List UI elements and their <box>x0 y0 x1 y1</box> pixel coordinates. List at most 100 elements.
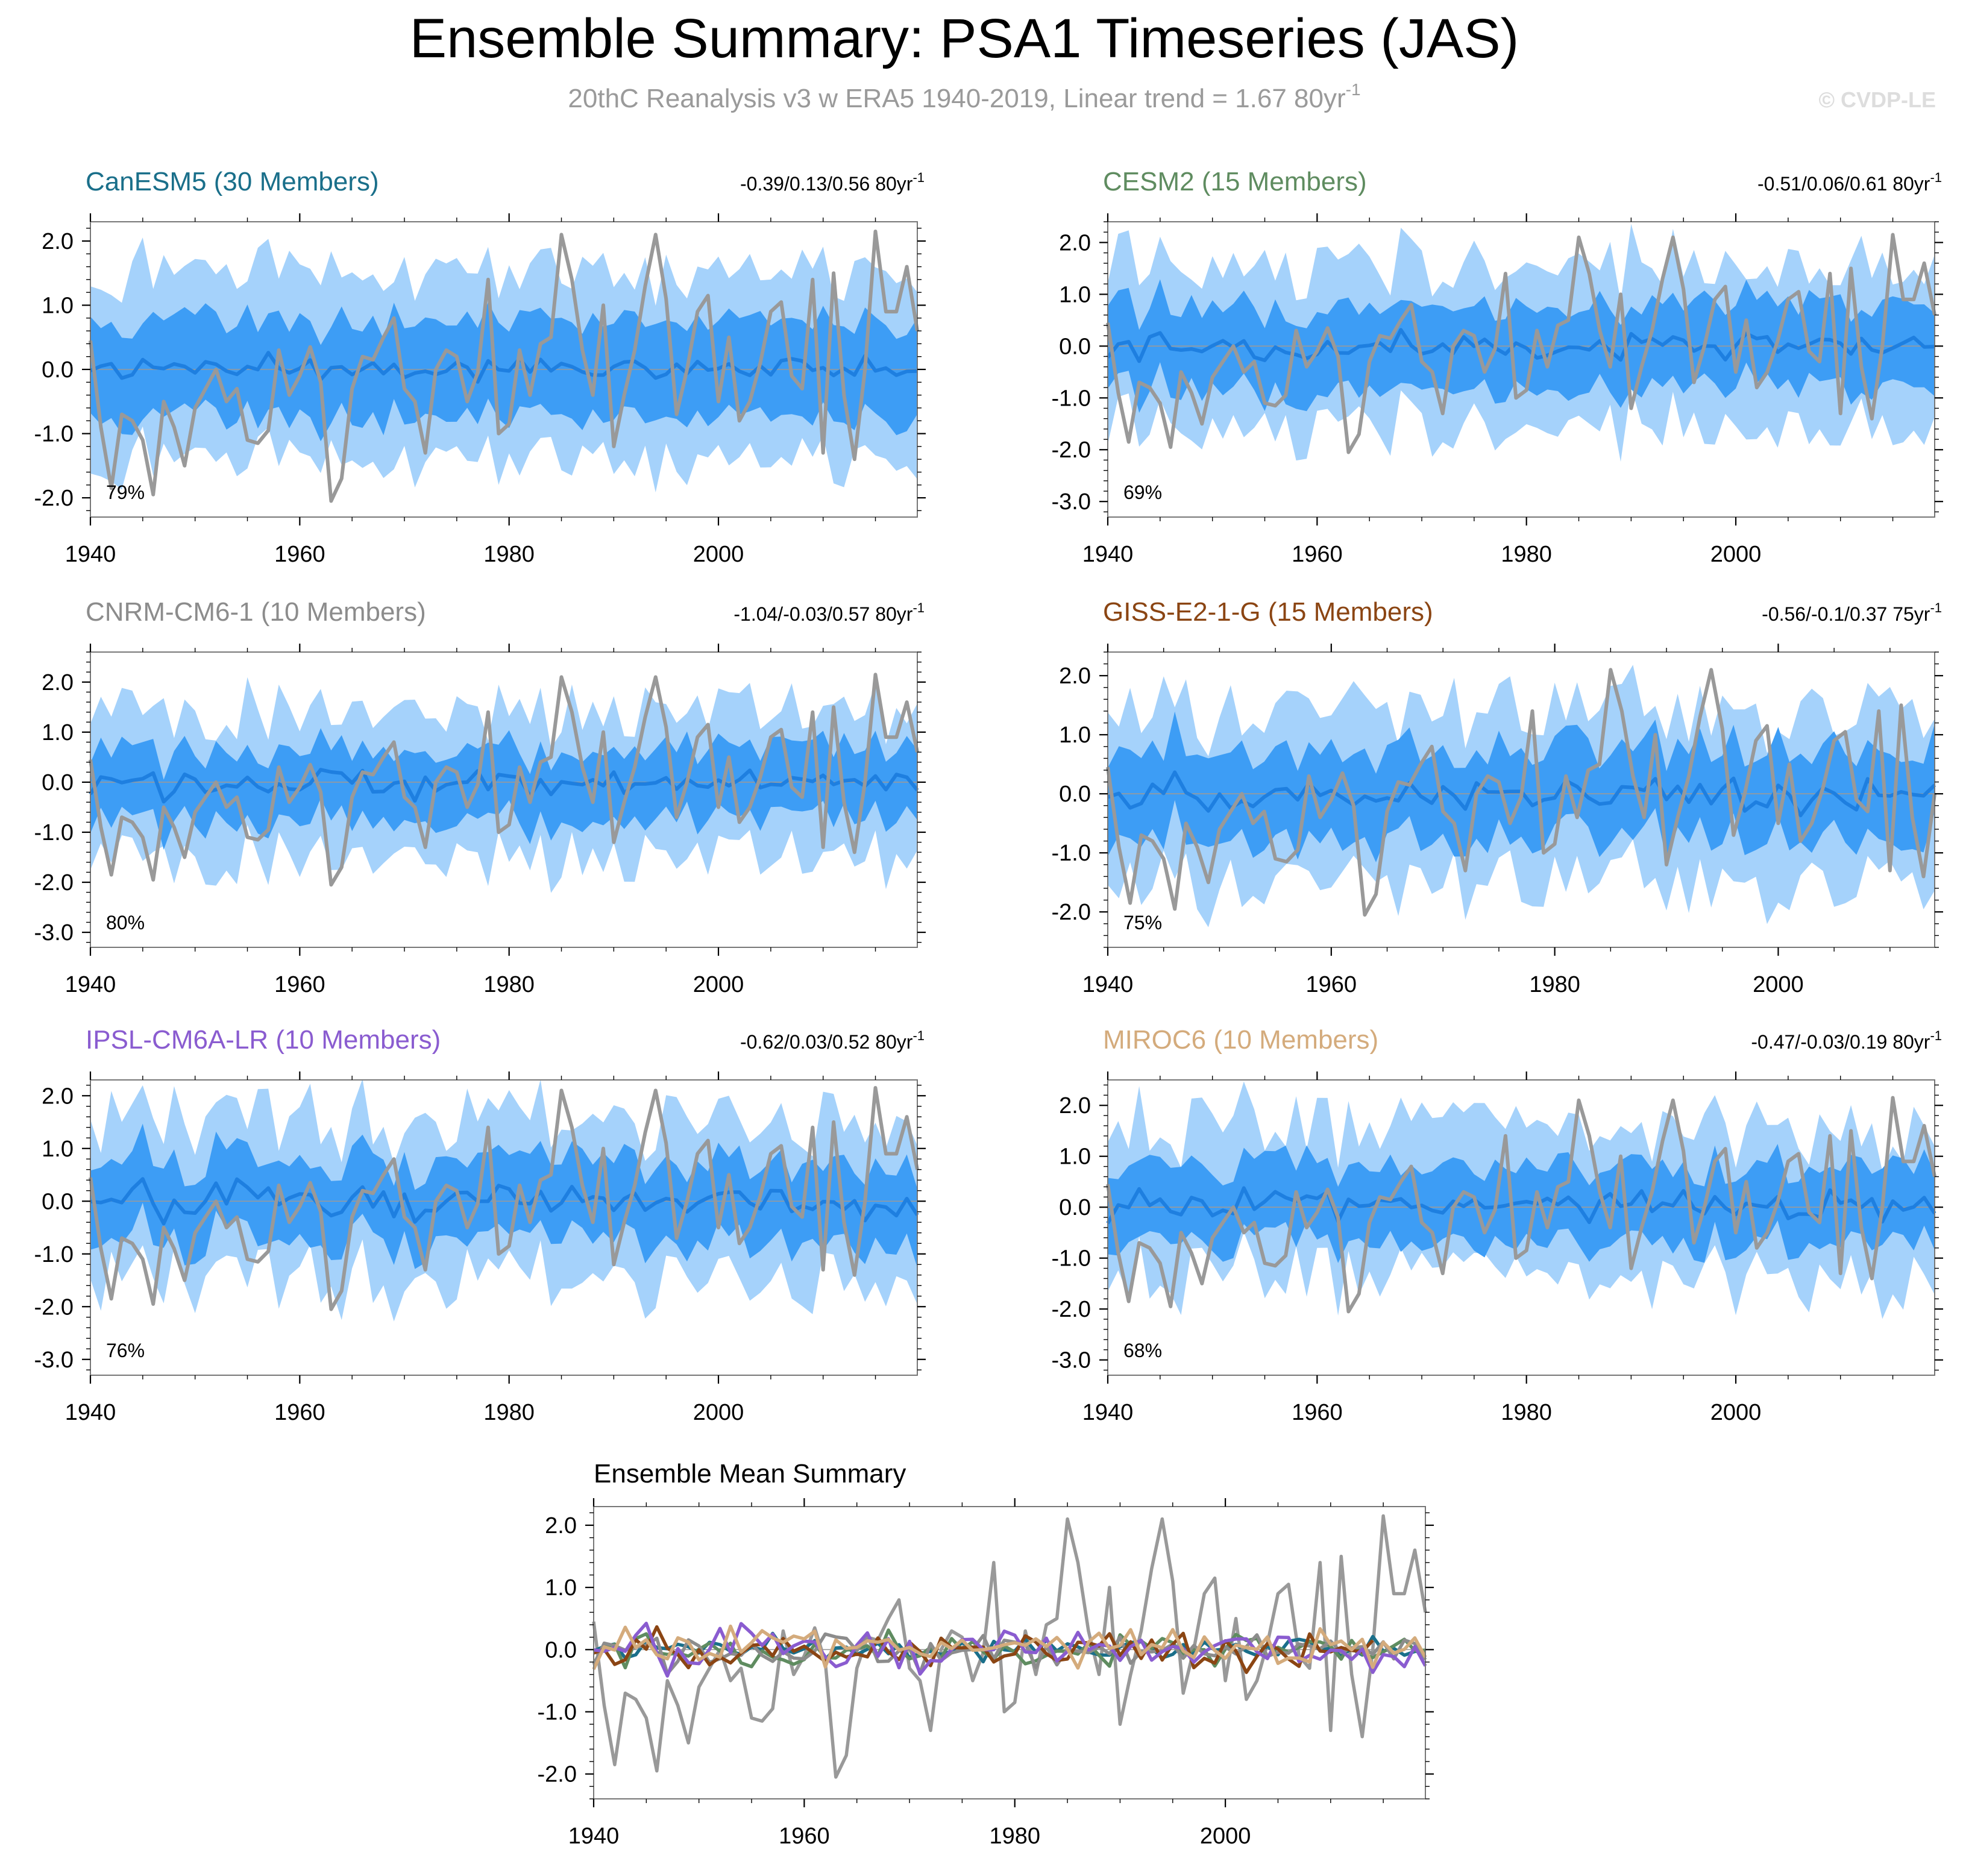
cesm2-percent-label: 69% <box>1123 482 1162 503</box>
cesm2-ytick-label: -3.0 <box>1052 489 1091 515</box>
ensemble-mean-summary-ytick-label: -2.0 <box>538 1762 577 1787</box>
cesm2-ytick-label: 0.0 <box>1059 334 1091 359</box>
miroc6-observations-line <box>1106 1096 1936 1314</box>
cesm2-xtick-label: 2000 <box>1710 542 1762 567</box>
cnrm-cm6-1-ytick-label: -3.0 <box>34 920 74 946</box>
panel-cesm2: CESM2 (15 Members) -0.51/0.06/0.61 80yr -1… <box>1052 167 1943 567</box>
cnrm-cm6-1-xtick-label: 1980 <box>483 972 535 997</box>
ensemble-mean-summary-ytick-label: -1.0 <box>538 1700 577 1725</box>
giss-e2-1-g-panel-title: GISS-E2-1-G (15 Members) <box>1103 597 1433 627</box>
ipsl-cm6a-lr-xtick-label: 2000 <box>693 1400 744 1425</box>
miroc6-ytick-label: -1.0 <box>1052 1246 1091 1272</box>
canesm5-ytick-label: 0.0 <box>42 357 74 383</box>
ipsl-cm6a-lr-xtick-label: 1980 <box>483 1400 535 1425</box>
miroc6-xtick-label: 1960 <box>1292 1400 1343 1425</box>
ipsl-cm6a-lr-ytick-label: -1.0 <box>34 1242 74 1267</box>
panel-giss-e2-1-g: GISS-E2-1-G (15 Members) -0.56/-0.1/0.37 … <box>1052 597 1943 997</box>
ensemble-mean-summary-ytick-label: 0.0 <box>545 1637 577 1663</box>
ensemble-mean-summary-observations-line <box>592 1514 1427 1779</box>
miroc6-xtick-label: 2000 <box>1710 1400 1762 1425</box>
giss-e2-1-g-trend-label: -0.56/-0.1/0.37 75yr-1 <box>1762 600 1942 625</box>
ipsl-cm6a-lr-ytick-label: 0.0 <box>42 1189 74 1214</box>
cnrm-cm6-1-ytick-label: -2.0 <box>34 870 74 896</box>
cnrm-cm6-1-ytick-label: 2.0 <box>42 670 74 695</box>
ipsl-cm6a-lr-xtick-label: 1960 <box>274 1400 325 1425</box>
cnrm-cm6-1-trend-label: -1.04/-0.03/0.57 80yr-1 <box>733 600 925 625</box>
cesm2-ytick-label: -2.0 <box>1052 438 1091 463</box>
cesm2-ytick-label: 2.0 <box>1059 230 1091 256</box>
ipsl-cm6a-lr-ytick-label: 1.0 <box>42 1137 74 1162</box>
panel-ipsl-cm6a-lr: IPSL-CM6A-LR (10 Members) -0.62/0.03/0.52… <box>34 1025 926 1425</box>
cesm2-frame <box>1107 221 1935 518</box>
giss-e2-1-g-trend-text: -0.56/-0.1/0.37 75yr <box>1762 603 1930 625</box>
giss-e2-1-g-trend-sup: -1 <box>1930 600 1942 615</box>
cnrm-cm6-1-xtick-label: 2000 <box>693 972 744 997</box>
miroc6-ytick-label: -3.0 <box>1052 1348 1091 1373</box>
canesm5-percent-label: 79% <box>106 482 145 503</box>
giss-e2-1-g-ytick-label: 1.0 <box>1059 723 1091 748</box>
miroc6-trend-label: -0.47/-0.03/0.19 80yr-1 <box>1751 1028 1942 1053</box>
miroc6-xtick-label: 1980 <box>1501 1400 1552 1425</box>
ipsl-cm6a-lr-percent-label: 76% <box>106 1340 145 1361</box>
ensemble-mean-summary-frame <box>593 1506 1426 1799</box>
ensemble-mean-summary-xtick-label: 2000 <box>1200 1824 1251 1849</box>
ensemble-mean-summary-ytick-label: 2.0 <box>545 1513 577 1539</box>
ensemble-mean-summary-miroc6-line <box>592 1624 1427 1671</box>
panel-cnrm-cm6-1: CNRM-CM6-1 (10 Members) -1.04/-0.03/0.57 … <box>34 597 926 997</box>
canesm5-trend-sup: -1 <box>912 170 925 185</box>
canesm5-ensemble-mean-line <box>89 351 918 384</box>
giss-e2-1-g-xtick-label: 1940 <box>1082 972 1134 997</box>
cnrm-cm6-1-frame <box>90 651 918 948</box>
ensemble-mean-summary-ytick-label: 1.0 <box>545 1575 577 1601</box>
cnrm-cm6-1-xtick-label: 1960 <box>274 972 325 997</box>
panel-canesm5: CanESM5 (30 Members) -0.39/0.13/0.56 80yr… <box>34 167 926 567</box>
canesm5-xtick-label: 1960 <box>274 542 325 567</box>
ipsl-cm6a-lr-ensemble-mean-line <box>90 1177 919 1226</box>
cesm2-trend-text: -0.51/0.06/0.61 80yr <box>1757 173 1930 195</box>
giss-e2-1-g-ytick-label: 0.0 <box>1059 782 1091 807</box>
ipsl-cm6a-lr-panel-title: IPSL-CM6A-LR (10 Members) <box>86 1025 441 1055</box>
cnrm-cm6-1-ytick-label: 1.0 <box>42 720 74 745</box>
ipsl-cm6a-lr-trend-sup: -1 <box>912 1028 925 1043</box>
cesm2-xtick-label: 1960 <box>1292 542 1343 567</box>
canesm5-panel-title: CanESM5 (30 Members) <box>86 167 379 196</box>
ensemble-mean-summary-ipsl-cm6a-lr-line <box>593 1622 1427 1678</box>
ipsl-cm6a-lr-ytick-label: -3.0 <box>34 1347 74 1373</box>
figure-subtitle-text: 20thC Reanalysis v3 w ERA5 1940-2019, Li… <box>568 84 1345 113</box>
cnrm-cm6-1-trend-sup: -1 <box>912 600 925 615</box>
ensemble-mean-summary-xtick-label: 1940 <box>568 1824 620 1849</box>
figure-title: Ensemble Summary: PSA1 Timeseries (JAS) <box>410 8 1519 69</box>
miroc6-percent-label: 68% <box>1123 1340 1162 1361</box>
ensemble-mean-summary-giss-e2-1-g-line <box>593 1625 1374 1674</box>
cnrm-cm6-1-ytick-label: 0.0 <box>42 770 74 795</box>
figure-subtitle-sup: -1 <box>1346 80 1361 99</box>
canesm5-ytick-label: -1.0 <box>34 422 74 447</box>
canesm5-trend-text: -0.39/0.13/0.56 80yr <box>740 173 913 195</box>
panel-ensemble-mean-summary: Ensemble Mean Summary 2.0 1.0 0.0 -1.0 -2.0 19… <box>538 1459 1434 1849</box>
miroc6-xtick-label: 1940 <box>1082 1400 1134 1425</box>
cesm2-panel-title: CESM2 (15 Members) <box>1103 167 1367 196</box>
giss-e2-1-g-frame <box>1107 651 1935 948</box>
cnrm-cm6-1-xtick-label: 1940 <box>65 972 116 997</box>
cesm2-xtick-label: 1940 <box>1082 542 1134 567</box>
cnrm-cm6-1-trend-text: -1.04/-0.03/0.57 80yr <box>733 603 912 625</box>
cesm2-ytick-label: -1.0 <box>1052 386 1091 411</box>
miroc6-trend-text: -0.47/-0.03/0.19 80yr <box>1751 1031 1930 1053</box>
canesm5-trend-label: -0.39/0.13/0.56 80yr-1 <box>740 170 925 195</box>
canesm5-xtick-label: 2000 <box>693 542 744 567</box>
ipsl-cm6a-lr-xtick-label: 1940 <box>65 1400 116 1425</box>
giss-e2-1-g-xtick-label: 1960 <box>1306 972 1357 997</box>
ipsl-cm6a-lr-inner-spread-band <box>90 1123 917 1269</box>
cnrm-cm6-1-panel-title: CNRM-CM6-1 (10 Members) <box>86 597 426 627</box>
giss-e2-1-g-ytick-label: -2.0 <box>1052 900 1091 925</box>
giss-e2-1-g-percent-label: 75% <box>1123 912 1162 933</box>
ensemble-mean-summary-cnrm-cm6-1-line <box>592 1632 1427 1676</box>
ensemble-mean-summary-xtick-label: 1980 <box>989 1824 1040 1849</box>
watermark: © CVDP-LE <box>1818 87 1936 112</box>
ensemble-mean-summary-xtick-label: 1960 <box>779 1824 830 1849</box>
ipsl-cm6a-lr-ytick-label: -2.0 <box>34 1294 74 1320</box>
giss-e2-1-g-xtick-label: 2000 <box>1753 972 1804 997</box>
miroc6-ytick-label: 0.0 <box>1059 1195 1091 1220</box>
cnrm-cm6-1-percent-label: 80% <box>106 912 145 933</box>
giss-e2-1-g-ytick-label: 2.0 <box>1059 664 1091 689</box>
